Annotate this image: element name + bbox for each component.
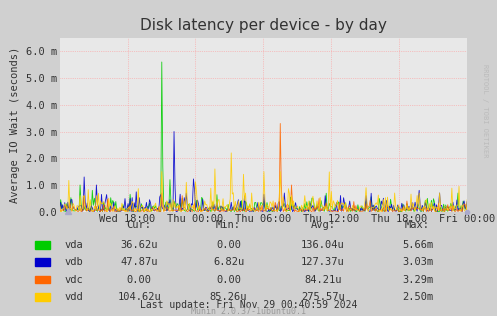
Text: 3.03m: 3.03m: [402, 257, 433, 267]
Text: vdc: vdc: [65, 275, 83, 285]
Text: vdb: vdb: [65, 257, 83, 267]
Text: 0.00: 0.00: [216, 240, 241, 250]
Text: 0.00: 0.00: [127, 275, 152, 285]
Text: Min:: Min:: [216, 220, 241, 229]
Text: 2.50m: 2.50m: [402, 292, 433, 302]
Text: 3.29m: 3.29m: [402, 275, 433, 285]
Text: 47.87u: 47.87u: [120, 257, 158, 267]
Title: Disk latency per device - by day: Disk latency per device - by day: [140, 18, 387, 33]
Text: Max:: Max:: [405, 220, 430, 229]
Text: 127.37u: 127.37u: [301, 257, 345, 267]
Text: Avg:: Avg:: [311, 220, 335, 229]
Text: 36.62u: 36.62u: [120, 240, 158, 250]
Text: 84.21u: 84.21u: [304, 275, 342, 285]
Text: 136.04u: 136.04u: [301, 240, 345, 250]
Text: 5.66m: 5.66m: [402, 240, 433, 250]
Text: vdd: vdd: [65, 292, 83, 302]
Text: 104.62u: 104.62u: [117, 292, 161, 302]
Y-axis label: Average IO Wait (seconds): Average IO Wait (seconds): [10, 47, 20, 203]
Text: 6.82u: 6.82u: [213, 257, 244, 267]
Text: vda: vda: [65, 240, 83, 250]
Text: RRDTOOL / TOBI OETIKER: RRDTOOL / TOBI OETIKER: [482, 64, 488, 157]
Text: 275.57u: 275.57u: [301, 292, 345, 302]
Text: 0.00: 0.00: [216, 275, 241, 285]
Text: 85.26u: 85.26u: [210, 292, 248, 302]
Text: Munin 2.0.37-1ubuntu0.1: Munin 2.0.37-1ubuntu0.1: [191, 307, 306, 316]
Text: Cur:: Cur:: [127, 220, 152, 229]
Text: Last update: Fri Nov 29 00:40:59 2024: Last update: Fri Nov 29 00:40:59 2024: [140, 300, 357, 310]
